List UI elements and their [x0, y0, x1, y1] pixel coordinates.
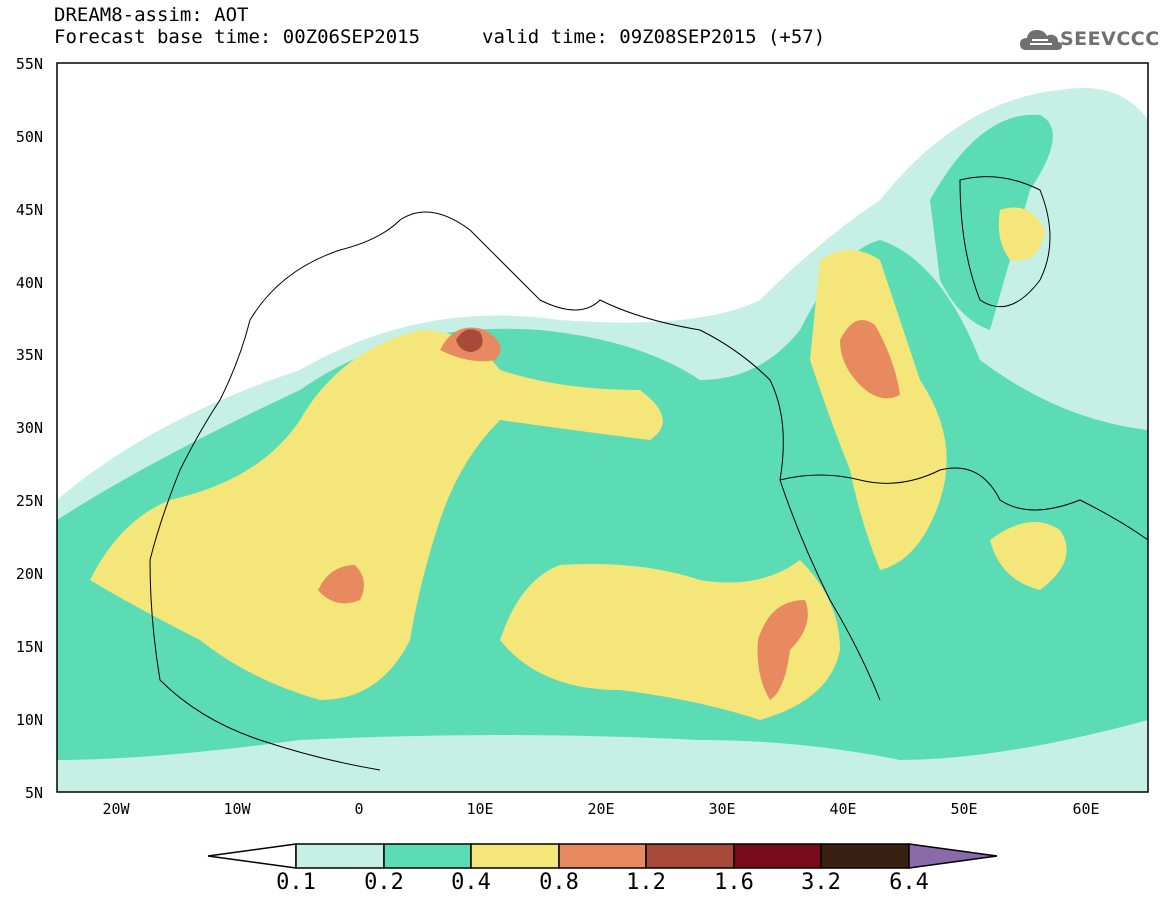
- aot-band-03-arabia: [810, 250, 947, 570]
- logo-text: SEEVCCC: [1060, 28, 1160, 50]
- aot-band-03-oman: [990, 522, 1067, 590]
- lat-label: 40N: [15, 274, 43, 292]
- lon-label: 40E: [829, 800, 857, 818]
- aot-band-04-mali: [318, 565, 364, 604]
- lon-label: 0: [354, 800, 364, 818]
- lat-label: 45N: [15, 201, 43, 219]
- aot-band-03-sahel: [500, 560, 840, 720]
- lon-label: 60E: [1072, 800, 1100, 818]
- lat-label: 10N: [15, 711, 43, 729]
- forecast-base-time: Forecast base time: 00Z06SEP2015: [54, 26, 421, 48]
- lat-label: 15N: [15, 638, 43, 656]
- aot-band-04-sudan: [757, 600, 808, 700]
- map-title: DREAM8-assim: AOT: [54, 4, 249, 26]
- colorbar-label: 1.2: [626, 870, 666, 895]
- lat-label: 20N: [15, 565, 43, 583]
- lon-label: 20W: [102, 800, 130, 818]
- colorbar-label: 0.8: [539, 870, 579, 895]
- lat-label: 5N: [24, 784, 43, 802]
- cloud-icon: [1020, 30, 1062, 50]
- aot-field: [57, 88, 1148, 792]
- aot-band-02-north: [930, 114, 1053, 330]
- aot-band-05-tunisia: [456, 329, 483, 352]
- lat-label: 30N: [15, 419, 43, 437]
- aot-band-03-caspian: [998, 207, 1045, 261]
- colorbar-label: 1.6: [714, 870, 754, 895]
- colorbar-label: 3.2: [801, 870, 841, 895]
- colorbar-label: 0.2: [364, 870, 404, 895]
- lat-label: 25N: [15, 492, 43, 510]
- aot-band-04-iraq: [840, 320, 900, 399]
- coastlines: [149, 176, 1149, 771]
- colorbar-label: 0.4: [451, 870, 491, 895]
- colorbar-label: 6.4: [889, 870, 929, 895]
- lon-label: 10W: [223, 800, 251, 818]
- lon-label: 10E: [466, 800, 494, 818]
- lat-label: 55N: [15, 55, 43, 73]
- valid-time: valid time: 09Z08SEP2015 (+57): [482, 26, 826, 48]
- lat-label: 50N: [15, 128, 43, 146]
- lon-label: 20E: [587, 800, 615, 818]
- lat-label: 35N: [15, 346, 43, 364]
- lon-label: 50E: [950, 800, 978, 818]
- lon-label: 30E: [708, 800, 736, 818]
- aot-band-03-west: [90, 330, 663, 700]
- colorbar-label: 0.1: [276, 870, 316, 895]
